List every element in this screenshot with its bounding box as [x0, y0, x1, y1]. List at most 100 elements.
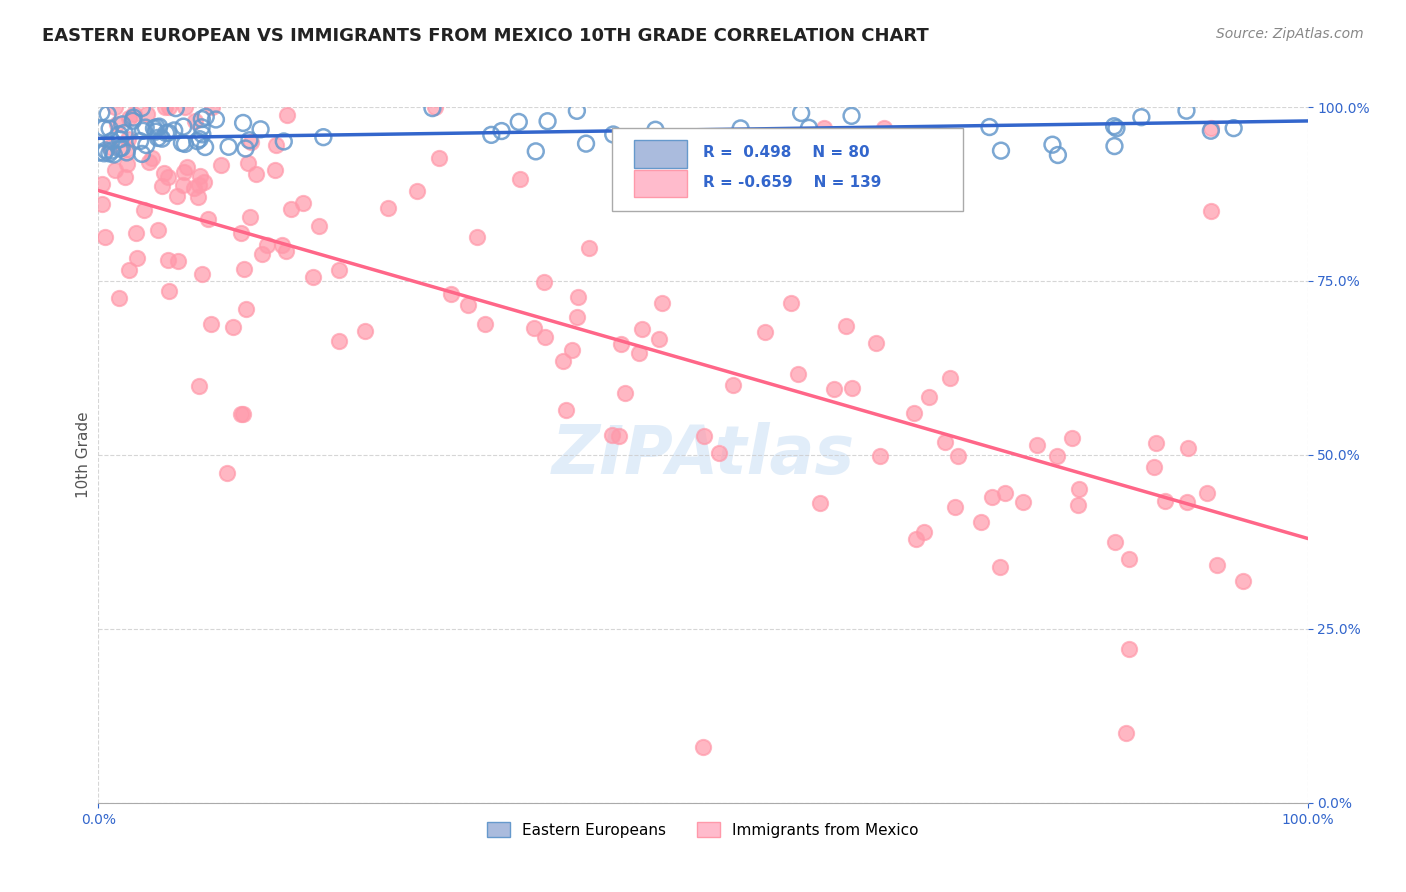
Point [104, 163, 127, 178]
Point [103, 147, 125, 161]
Point [565, 310, 588, 324]
Point [148, 120, 170, 134]
Point [1115, 726, 1137, 740]
Point [134, 202, 156, 217]
Point [250, 247, 273, 261]
Point [1105, 121, 1128, 136]
Point [614, 141, 637, 155]
Point [524, 145, 547, 159]
Point [904, 532, 927, 546]
Point [229, 407, 252, 421]
Point [607, 428, 630, 442]
Point [523, 321, 546, 335]
Point [918, 390, 941, 404]
Point [948, 449, 970, 463]
Point [1046, 449, 1069, 463]
Point [553, 354, 575, 368]
Point [205, 112, 228, 127]
Point [491, 124, 513, 138]
Point [280, 202, 302, 216]
Point [276, 108, 298, 122]
Point [302, 269, 325, 284]
Point [114, 169, 136, 184]
Point [1118, 551, 1140, 566]
Point [328, 262, 350, 277]
Point [1042, 137, 1064, 152]
Text: ZIPAtlas: ZIPAtlas [551, 422, 855, 488]
Point [167, 254, 190, 268]
Point [187, 190, 209, 204]
Point [193, 175, 215, 189]
Point [98, 121, 121, 136]
Point [754, 325, 776, 339]
Point [235, 141, 257, 155]
Point [94, 144, 117, 158]
Point [156, 170, 179, 185]
Point [186, 134, 208, 148]
Point [808, 496, 831, 510]
Point [90, 105, 112, 120]
Point [93, 146, 115, 161]
Point [990, 560, 1012, 574]
Point [980, 490, 1002, 504]
Point [138, 154, 160, 169]
Point [422, 101, 444, 115]
Point [613, 385, 636, 400]
Point [183, 181, 205, 195]
Point [117, 132, 139, 146]
Point [610, 336, 633, 351]
Point [157, 284, 180, 298]
Point [721, 377, 744, 392]
Point [122, 111, 145, 125]
Point [787, 367, 810, 381]
Point [1067, 483, 1090, 497]
FancyBboxPatch shape [634, 140, 688, 168]
Point [308, 219, 330, 233]
Text: EASTERN EUROPEAN VS IMMIGRANTS FROM MEXICO 10TH GRADE CORRELATION CHART: EASTERN EUROPEAN VS IMMIGRANTS FROM MEXI… [42, 27, 929, 45]
Point [141, 151, 163, 165]
Point [567, 290, 589, 304]
Point [165, 101, 187, 115]
Point [1011, 495, 1033, 509]
Point [150, 131, 173, 145]
Point [148, 223, 170, 237]
Point [1143, 460, 1166, 475]
Point [1104, 139, 1126, 153]
Point [276, 244, 298, 259]
Point [114, 126, 136, 140]
Point [479, 128, 502, 142]
Point [429, 151, 451, 165]
Point [153, 166, 176, 180]
Point [239, 210, 262, 224]
Point [1199, 204, 1222, 219]
Point [104, 100, 127, 114]
Point [232, 116, 254, 130]
Point [240, 135, 263, 149]
Point [1046, 148, 1069, 162]
Point [118, 112, 141, 126]
Point [222, 320, 245, 334]
Point [188, 379, 211, 393]
Point [173, 165, 195, 179]
Point [627, 346, 650, 360]
Point [264, 163, 287, 178]
Y-axis label: 10th Grade: 10th Grade [76, 411, 91, 499]
Point [238, 133, 260, 147]
Point [1195, 486, 1218, 500]
Point [934, 434, 956, 449]
Point [943, 500, 966, 515]
Point [184, 113, 207, 128]
Point [235, 301, 257, 316]
Point [98, 146, 121, 161]
Point [93, 121, 115, 136]
Point [153, 100, 176, 114]
Point [94, 229, 117, 244]
Point [600, 428, 623, 442]
Point [1067, 498, 1090, 512]
Point [108, 291, 131, 305]
Point [457, 298, 479, 312]
Point [938, 370, 960, 384]
Point [200, 317, 222, 331]
Point [97, 107, 120, 121]
Point [648, 332, 671, 346]
